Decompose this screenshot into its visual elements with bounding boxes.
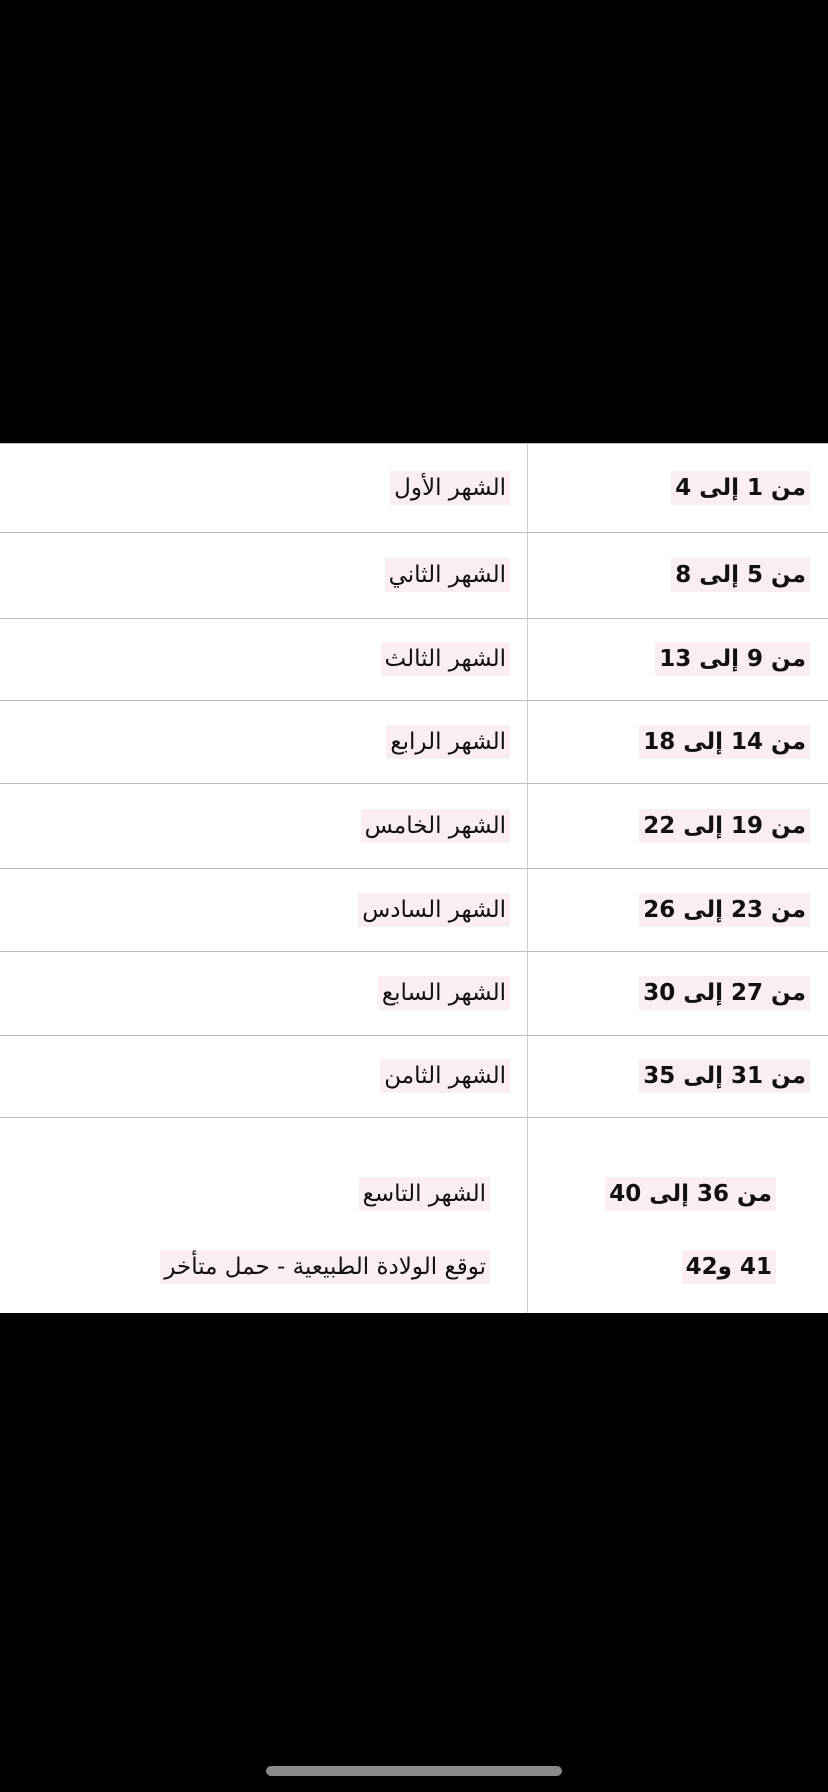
range-cell: من 5 إلى 8	[671, 558, 810, 592]
month-cell-text: الشهر الثاني	[384, 558, 510, 592]
row-divider	[0, 443, 828, 444]
range-cell-text: من 31 إلى 35	[639, 1059, 810, 1093]
range-cell: من 36 إلى 40	[605, 1177, 776, 1211]
range-cell: من 9 إلى 13	[655, 642, 810, 676]
range-cell: من 31 إلى 35	[639, 1059, 810, 1093]
month-cell-text: الشهر الرابع	[386, 724, 510, 759]
month-cell-text: الشهر الأول	[390, 470, 510, 505]
range-cell-text: من 27 إلى 30	[639, 976, 810, 1010]
range-cell: من 1 إلى 4	[671, 470, 810, 505]
month-cell: الشهر السابع	[377, 976, 510, 1010]
month-cell-text: الشهر التاسع	[358, 1177, 490, 1211]
month-cell-text: الشهر السادس	[358, 892, 510, 927]
month-cell-text: الشهر السابع	[377, 976, 510, 1010]
month-cell: الشهر الثالث	[380, 642, 510, 676]
row-divider	[0, 618, 828, 619]
row-divider	[0, 951, 828, 952]
range-cell-text: من 9 إلى 13	[655, 642, 810, 676]
month-cell-text: توقع الولادة الطبيعية - حمل متأخر	[160, 1250, 490, 1284]
month-cell: الشهر التاسع	[358, 1177, 490, 1211]
row-divider	[0, 1035, 828, 1036]
range-cell-text: من 23 إلى 26	[639, 892, 810, 927]
range-cell-text: من 36 إلى 40	[605, 1177, 776, 1211]
range-cell: من 27 إلى 30	[639, 976, 810, 1010]
range-cell-text: من 14 إلى 18	[639, 724, 810, 759]
home-indicator[interactable]	[266, 1766, 562, 1776]
range-cell: من 23 إلى 26	[639, 892, 810, 927]
range-cell-text: 41 و42	[681, 1250, 776, 1284]
month-cell-text: الشهر الثامن	[380, 1059, 510, 1093]
month-cell-text: الشهر الثالث	[380, 642, 510, 676]
table: من 1 إلى 4 الشهر الأول من 5 إلى 8 الشهر الث…	[0, 443, 828, 1313]
month-cell: الشهر الخامس	[360, 808, 510, 843]
range-cell-text: من 5 إلى 8	[671, 558, 810, 592]
month-cell: الشهر الأول	[390, 470, 510, 505]
month-cell-text: الشهر الخامس	[360, 808, 510, 843]
range-cell: من 14 إلى 18	[639, 724, 810, 759]
range-cell-text: من 1 إلى 4	[671, 470, 810, 505]
month-cell: الشهر الثامن	[380, 1059, 510, 1093]
column-divider	[527, 443, 528, 1313]
range-cell-text: من 19 إلى 22	[639, 808, 810, 843]
row-divider	[0, 532, 828, 533]
month-cell: توقع الولادة الطبيعية - حمل متأخر	[160, 1250, 490, 1284]
row-divider	[0, 1117, 828, 1118]
month-cell: الشهر الثاني	[384, 558, 510, 592]
row-divider	[0, 700, 828, 701]
range-cell: من 19 إلى 22	[639, 808, 810, 843]
row-divider	[0, 868, 828, 869]
month-cell: الشهر الرابع	[386, 724, 510, 759]
range-cell: 41 و42	[681, 1250, 776, 1284]
row-divider	[0, 783, 828, 784]
month-cell: الشهر السادس	[358, 892, 510, 927]
